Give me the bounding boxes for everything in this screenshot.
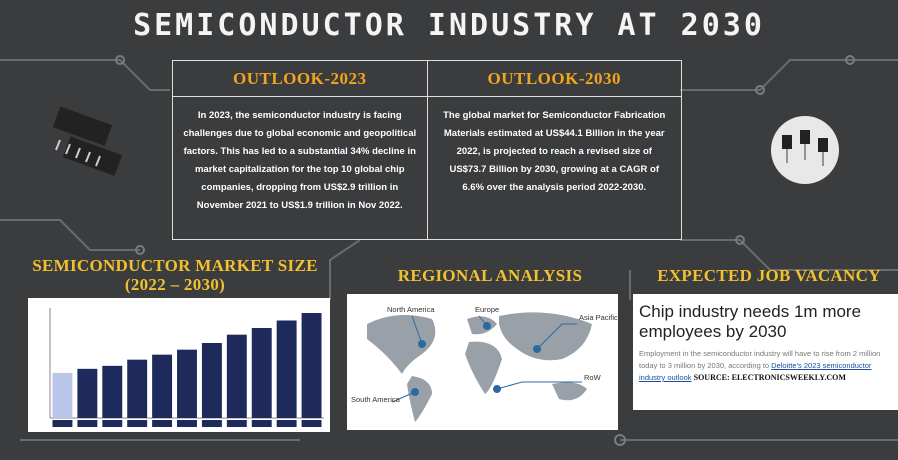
- x-tick-box: [251, 420, 272, 427]
- article-link[interactable]: Deloitte's 2023 semiconductor industry o…: [639, 361, 872, 382]
- x-tick-box: [276, 420, 297, 427]
- section-heading: EXPECTED JOB VACANCY: [657, 266, 881, 285]
- bar: [301, 313, 322, 418]
- outlook-heading: OUTLOOK-2030: [427, 61, 681, 97]
- bar: [127, 359, 148, 418]
- bar: [201, 343, 222, 418]
- page-title: SEMICONDUCTOR INDUSTRY AT 2030: [133, 8, 765, 43]
- region-label: South America: [351, 395, 401, 404]
- outlook-text: In 2023, the semiconductor industry is f…: [183, 110, 417, 211]
- bar: [152, 354, 173, 418]
- region-label: Asia Pacific: [579, 313, 618, 322]
- bar: [177, 349, 197, 418]
- outlook-text: The global market for Semiconductor Fabr…: [443, 110, 666, 193]
- bar: [276, 320, 297, 418]
- outlook-table: OUTLOOK-2023 In 2023, the semiconductor …: [172, 60, 682, 240]
- x-tick-box: [102, 420, 123, 427]
- source: SOURCE: ELECTRONICSWEEKLY.COM: [693, 373, 846, 382]
- bar: [251, 328, 272, 418]
- section-heading: SEMICONDUCTOR MARKET SIZE (2022 – 2030): [32, 256, 318, 294]
- body-text: Employment in the semiconductor industry…: [639, 349, 881, 370]
- x-tick-box: [127, 420, 148, 427]
- job-article: Chip industry needs 1m more employees by…: [633, 294, 898, 410]
- continents: [367, 312, 592, 422]
- x-tick-box: [301, 420, 322, 427]
- chips-left: [52, 106, 123, 176]
- x-tick-box: [77, 420, 98, 427]
- market-chart: [28, 298, 330, 432]
- bar: [77, 368, 98, 418]
- x-tick-box: [226, 420, 247, 427]
- region-label: Europe: [475, 305, 499, 314]
- x-tick-box: [52, 420, 73, 427]
- chips-right: [771, 116, 839, 184]
- article-body: Employment in the semiconductor industry…: [639, 348, 892, 384]
- region-map: North America Europe Asia Pacific RoW South …: [347, 294, 618, 430]
- section-heading: REGIONAL ANALYSIS: [397, 266, 583, 285]
- region-label: RoW: [584, 373, 602, 382]
- outlook-2030: OUTLOOK-2030 The global market for Semic…: [427, 61, 681, 239]
- article-headline: Chip industry needs 1m more employees by…: [639, 302, 862, 341]
- bar: [102, 365, 123, 418]
- x-tick-box: [201, 420, 222, 427]
- outlook-heading: OUTLOOK-2023: [173, 61, 427, 97]
- bar: [226, 334, 247, 418]
- region-label: North America: [387, 305, 435, 314]
- x-tick-box: [152, 420, 173, 427]
- bar: [52, 372, 73, 418]
- outlook-2023: OUTLOOK-2023 In 2023, the semiconductor …: [173, 61, 428, 239]
- x-tick-box: [177, 420, 197, 427]
